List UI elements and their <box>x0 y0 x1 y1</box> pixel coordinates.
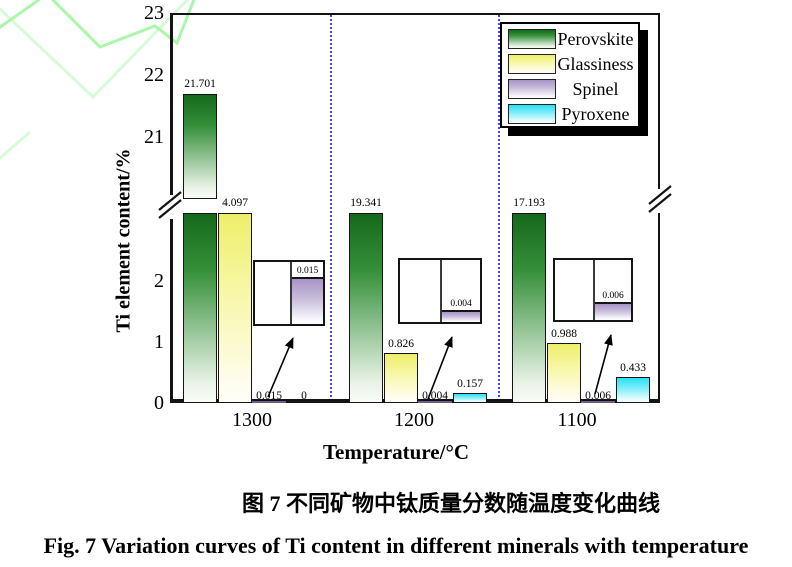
x-axis-title: Temperature/°C <box>322 440 470 464</box>
legend-swatch-spinel <box>508 78 556 99</box>
bar-value-label: 19.341 <box>350 197 382 209</box>
legend-label: Spinel <box>572 78 619 99</box>
bar-spinel-1300 <box>252 401 286 403</box>
legend-swatch-pyroxene <box>508 103 556 124</box>
legend-item-pyroxene: Pyroxene <box>508 101 635 126</box>
legend: Perovskite Glassiness Spinel Pyroxene <box>500 22 640 128</box>
bar-value-label: 0.988 <box>551 328 577 340</box>
legend-label: Pyroxene <box>561 103 630 124</box>
bar-value-label: 0.433 <box>620 362 646 374</box>
caption-english: Fig. 7 Variation curves of Ti content in… <box>43 533 749 558</box>
bar-perovskite-1200 <box>349 213 383 403</box>
legend-swatch-perovskite <box>508 28 556 49</box>
y-tick-label: 1 <box>154 331 164 353</box>
legend-swatch-glassiness <box>508 53 556 74</box>
bar-value-label: 21.701 <box>184 78 216 90</box>
bar-glassiness-1300 <box>218 213 252 403</box>
decorative-zigzag <box>0 0 196 161</box>
caption-chinese: 图 7 不同矿物中钛质量分数随温度变化曲线 <box>241 491 660 516</box>
y-tick-label: 21 <box>144 126 164 148</box>
inset-value-label: 0.004 <box>450 299 472 309</box>
bar-value-label: 0.006 <box>585 390 611 402</box>
inset-value-label: 0.015 <box>296 266 319 276</box>
inset-divider <box>593 260 595 320</box>
bar-perovskite-1300 <box>183 213 217 403</box>
y-tick-label: 22 <box>144 64 164 86</box>
bar-perovskite-1100 <box>512 213 546 403</box>
bar-perovskite-1300 <box>183 94 217 199</box>
bar-spinel-1100 <box>581 401 615 403</box>
bar-glassiness-1100 <box>547 343 581 403</box>
legend-label: Glassiness <box>557 53 634 74</box>
legend-item-perovskite: Perovskite <box>508 26 635 51</box>
zigzag-pale-short <box>0 130 31 161</box>
legend-label: Perovskite <box>557 28 634 49</box>
bar-value-label: 0.157 <box>457 378 483 390</box>
bar-value-label: 0.004 <box>422 390 448 402</box>
bar-pyroxene-1200 <box>453 393 487 403</box>
y-tick-label: 2 <box>154 270 164 292</box>
legend-item-spinel: Spinel <box>508 76 635 101</box>
bar-value-label: 0 <box>301 390 307 402</box>
y-tick-label: 0 <box>154 392 164 414</box>
inset-divider <box>290 262 292 324</box>
temperature-separator <box>330 15 332 401</box>
bar-glassiness-1200 <box>384 353 418 403</box>
bar-value-label: 0.826 <box>388 338 414 350</box>
inset-divider <box>440 260 442 322</box>
legend-item-glassiness: Glassiness <box>508 51 635 76</box>
x-tick-label: 1200 <box>394 409 434 431</box>
bar-value-label: 17.193 <box>513 197 545 209</box>
zigzag-bright <box>0 0 196 49</box>
inset-value-label: 0.006 <box>602 291 624 301</box>
temperature-separator <box>498 15 500 401</box>
x-tick-label: 1300 <box>232 409 272 431</box>
inset-spinel-bar <box>292 277 323 324</box>
x-tick-label: 1100 <box>557 409 597 431</box>
y-tick-label: 23 <box>144 2 164 24</box>
inset-spinel-bar <box>442 310 480 322</box>
inset-spinel-bar <box>595 302 631 320</box>
bar-value-label: 4.097 <box>222 197 248 209</box>
bar-spinel-1200 <box>418 401 452 403</box>
bar-pyroxene-1100 <box>616 377 650 403</box>
